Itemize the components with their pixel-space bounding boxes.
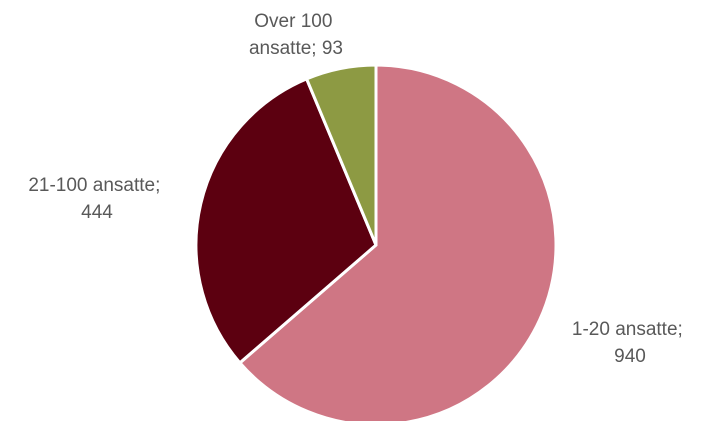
pie-slice-1-20-ansatte xyxy=(238,63,558,421)
slice-label-21-100-ansatte-line-1: 21-100 ansatte; xyxy=(28,175,160,196)
slice-label-over-100-ansatte-line-2: ansatte; 93 xyxy=(249,38,343,59)
pie-slices xyxy=(194,63,558,421)
slice-label-21-100-ansatte: 21-100 ansatte; 444 xyxy=(28,175,165,223)
slice-label-1-20-ansatte: 1-20 ansatte; 940 xyxy=(572,319,688,367)
slice-label-1-20-ansatte-line-2: 940 xyxy=(614,346,646,367)
slice-label-over-100-ansatte-line-1: Over 100 xyxy=(254,11,332,32)
slice-label-1-20-ansatte-line-1: 1-20 ansatte; xyxy=(572,319,683,340)
pie-slice-over-100-ansatte xyxy=(305,63,378,247)
slice-label-over-100-ansatte: Over 100 ansatte; 93 xyxy=(249,11,343,59)
slice-label-21-100-ansatte-line-2: 444 xyxy=(81,202,113,223)
pie-slice-21-100-ansatte xyxy=(194,77,378,365)
